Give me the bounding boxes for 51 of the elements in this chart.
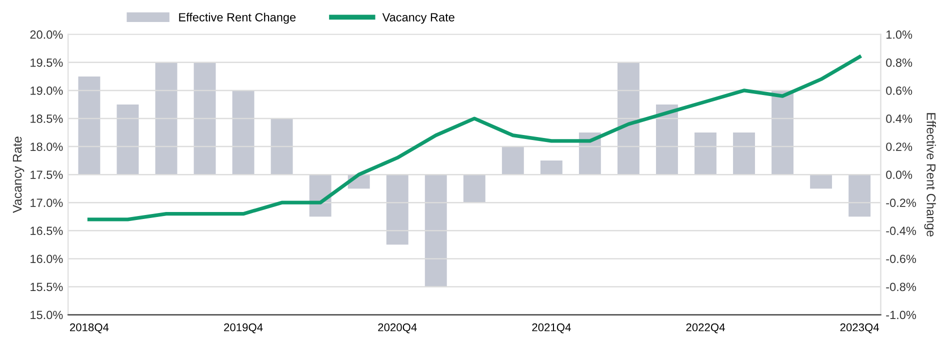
bar [194, 62, 216, 175]
bar [463, 174, 486, 203]
y2-tick-label: 0.4% [886, 114, 912, 123]
x-tick-label: 2022Q4 [686, 323, 725, 334]
bar [733, 132, 755, 175]
bar [617, 62, 640, 175]
x-tick-label: 2019Q4 [224, 323, 263, 334]
y-tick-label: 15.5% [30, 282, 63, 292]
y-tick-label: 16.5% [30, 226, 63, 236]
bar [540, 160, 562, 175]
bar [386, 174, 408, 245]
y-tick-label: 18.5% [30, 114, 63, 123]
bar [232, 90, 254, 175]
y-tick-label: 20.0% [30, 30, 63, 39]
y2-tick-label: 0.6% [886, 86, 912, 95]
x-tick-label: 2020Q4 [378, 323, 417, 334]
bar [155, 62, 178, 175]
x-tick-label: 2023Q4 [840, 323, 879, 334]
y2-tick-label: -0.4% [886, 226, 916, 236]
y2-tick-label: 1.0% [886, 30, 912, 39]
y-axis-title: Vacancy Rate [12, 136, 24, 213]
y2-tick-label: -0.2% [886, 198, 916, 208]
y-tick-label: 17.0% [30, 198, 63, 208]
y-tick-label: 17.5% [30, 170, 63, 179]
line-series [87, 55, 862, 222]
y2-tick-label: -1.0% [886, 310, 916, 320]
bar [78, 76, 100, 175]
bar [772, 90, 794, 175]
bar [656, 104, 678, 175]
x-tick-label: 2018Q4 [70, 323, 109, 334]
bar [116, 104, 139, 175]
bar [424, 174, 447, 287]
y2-tick-label: 0.2% [886, 142, 912, 151]
y2-tick-label: 0.8% [886, 58, 912, 67]
y-tick-label: 18.0% [30, 142, 63, 151]
y2-tick-label: -0.6% [886, 254, 916, 264]
bar [502, 146, 524, 175]
y-tick-label: 19.5% [30, 58, 63, 67]
bar [270, 118, 293, 175]
legend-label: Effective Rent Change [179, 12, 296, 24]
y-tick-label: 16.0% [30, 254, 63, 264]
y2-axis-title: Effective Rent Change [924, 113, 936, 236]
y-tick-label: 15.0% [30, 310, 63, 320]
y-tick-label: 19.0% [30, 86, 63, 95]
legend-label: Vacancy Rate [382, 13, 454, 24]
y2-tick-label: -0.8% [886, 282, 916, 292]
x-tick-label: 2021Q4 [532, 323, 571, 334]
y2-tick-label: 0.0% [886, 170, 912, 179]
bar [810, 174, 832, 189]
bar [848, 174, 871, 217]
bar [694, 132, 716, 175]
